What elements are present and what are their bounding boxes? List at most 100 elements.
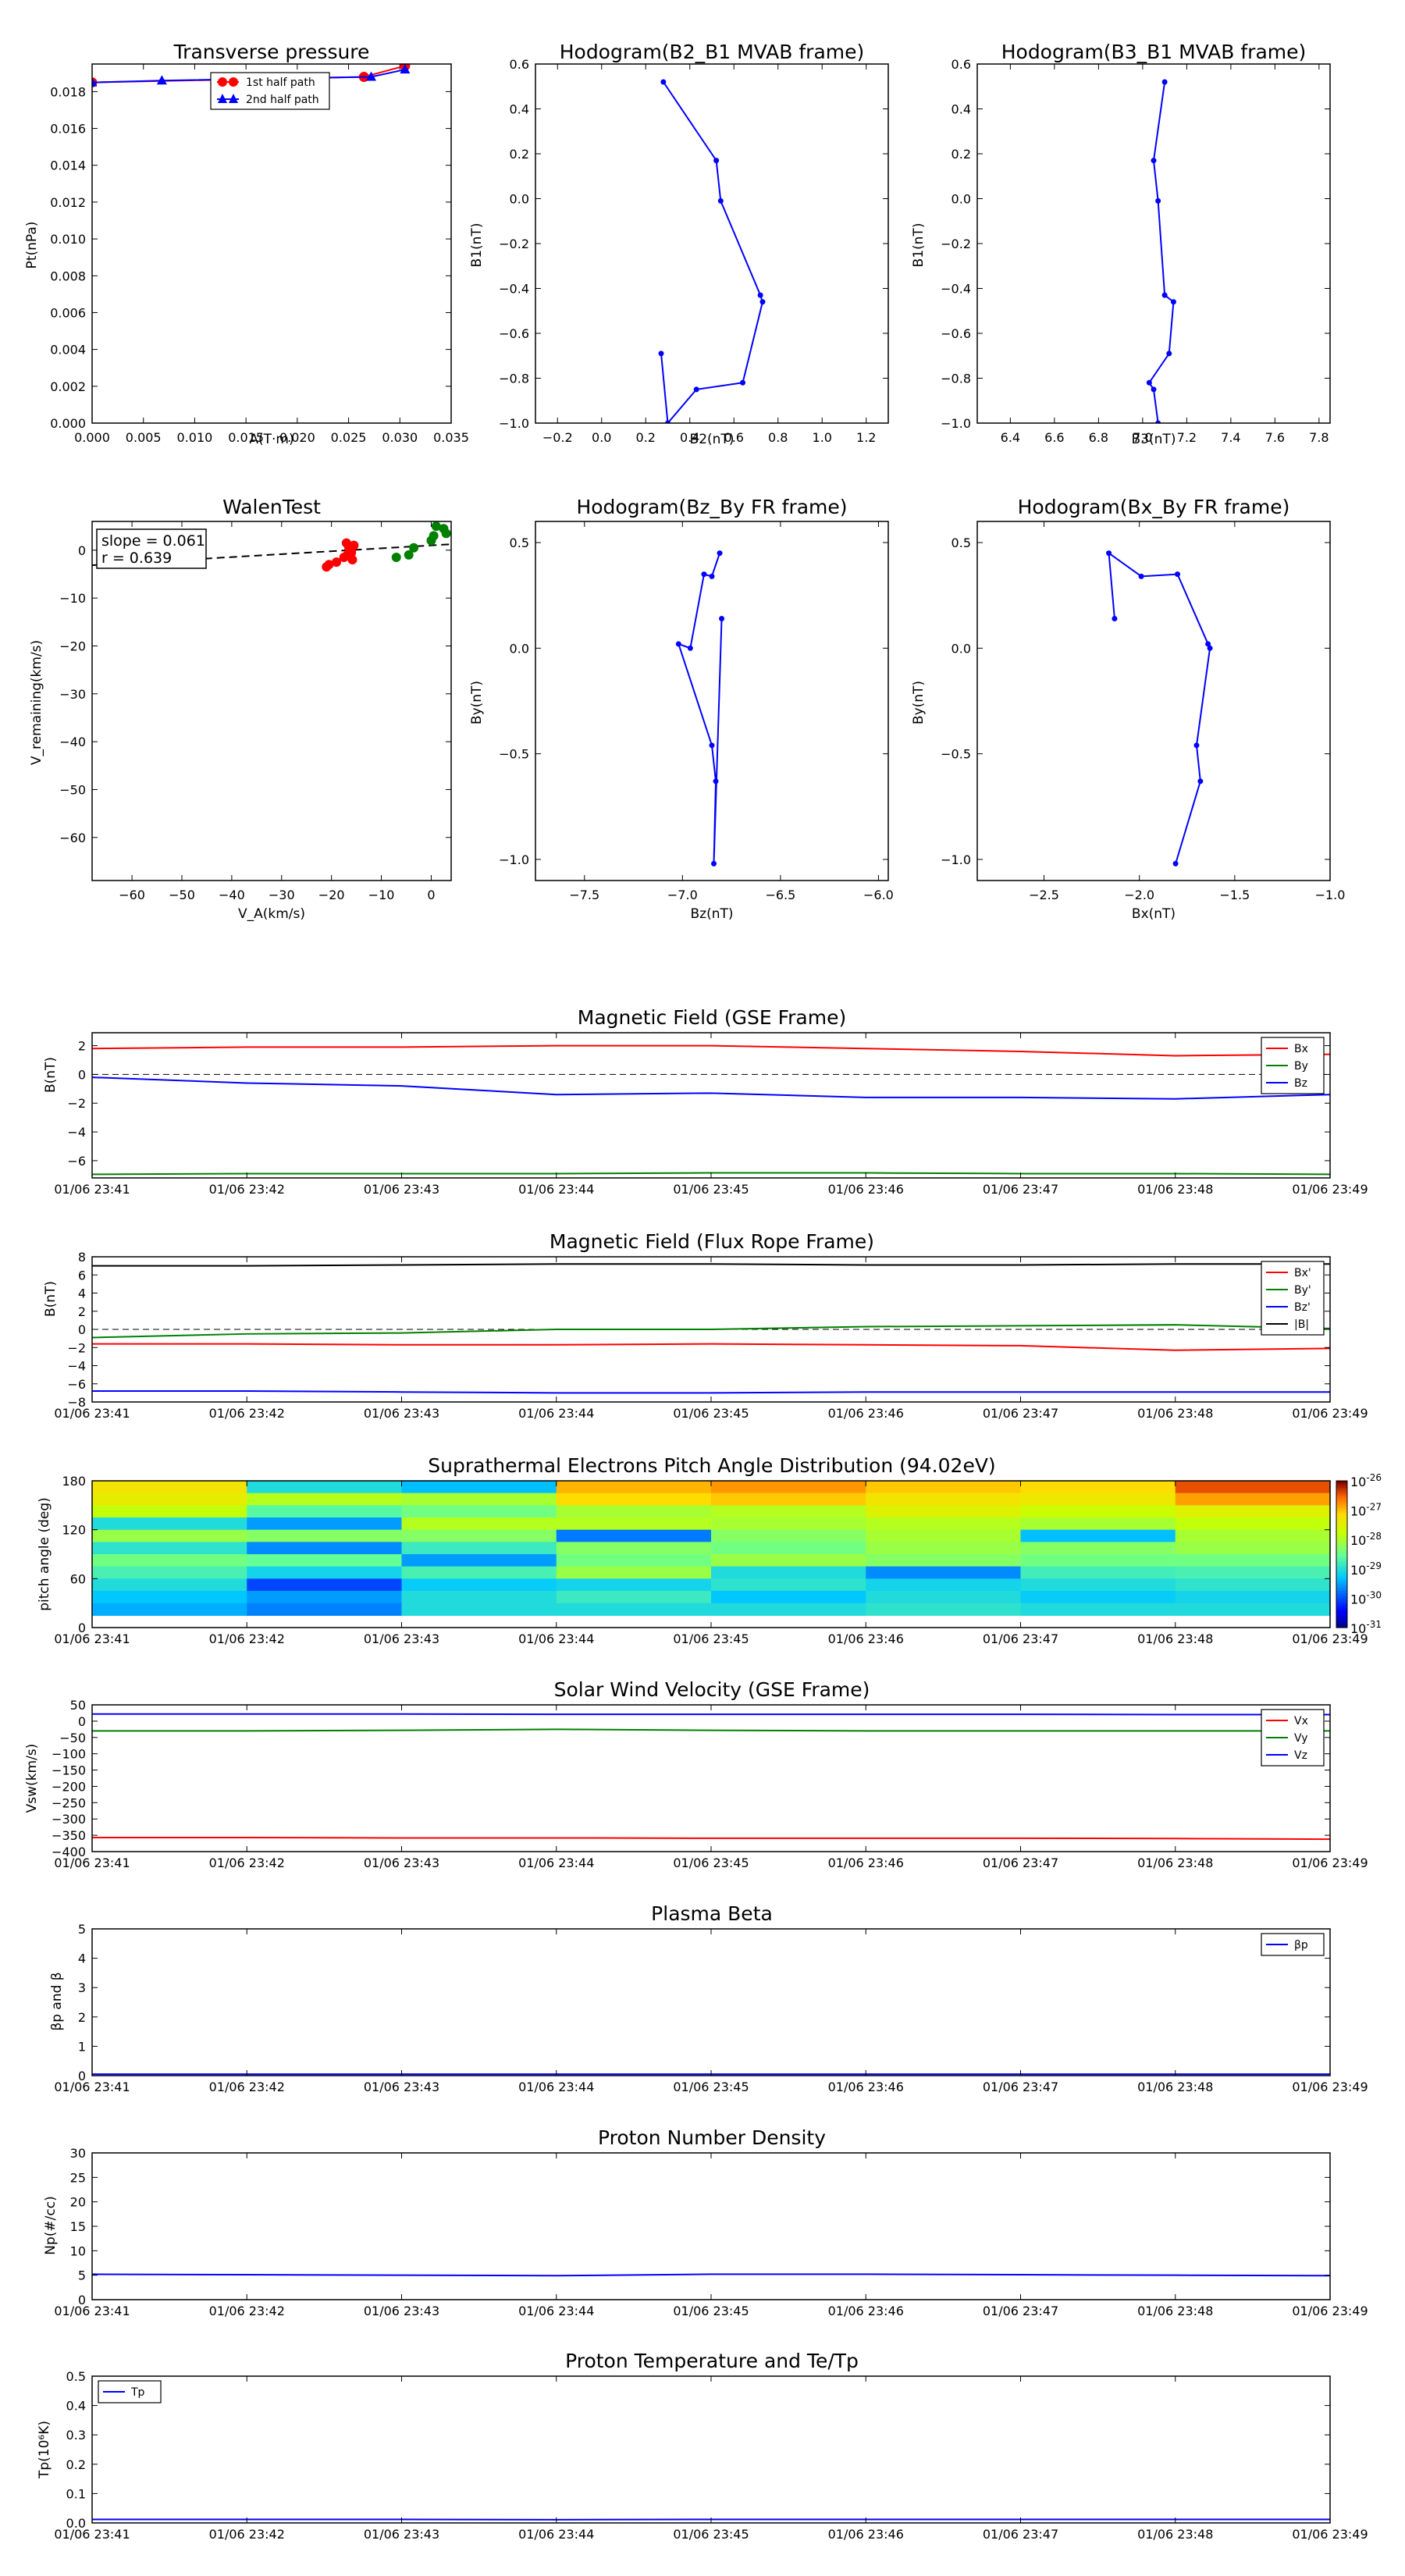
- heatmap-cell: [1020, 1566, 1176, 1579]
- x-tick-label: 01/06 23:46: [828, 2080, 904, 2094]
- y-tick-label: 0.4: [951, 102, 971, 117]
- heatmap-cell: [401, 1566, 557, 1579]
- x-tick-label: 01/06 23:48: [1137, 2304, 1213, 2318]
- heatmap-cell: [556, 1517, 712, 1531]
- y-axis-label: Np(#/cc): [43, 2196, 59, 2254]
- y-tick-label: −40: [59, 735, 86, 749]
- y-axis-label: B1(nT): [469, 223, 485, 268]
- y-axis-label: βp and β: [49, 1972, 65, 2030]
- y-tick-label: 0.4: [66, 2399, 86, 2414]
- series-layer: [92, 521, 451, 572]
- colorbar-frame: [1336, 1480, 1348, 1628]
- y-axis-label: Vsw(km/s): [24, 1744, 40, 1813]
- x-tick-label: 01/06 23:46: [828, 1856, 904, 1870]
- colorbar-segment: [1336, 1520, 1347, 1523]
- legend-label: Vx: [1294, 1715, 1308, 1727]
- series-line: [92, 1390, 1330, 1394]
- colorbar-segment: [1336, 1495, 1347, 1499]
- x-tick-label: −10: [368, 888, 395, 902]
- y-tick-label: 0.5: [510, 535, 529, 550]
- x-tick-label: 01/06 23:41: [54, 1182, 130, 1197]
- data-point: [660, 79, 667, 85]
- y-tick-label: 180: [62, 1474, 86, 1489]
- y-tick-label: −150: [52, 1763, 86, 1778]
- y-tick-label: −200: [52, 1779, 86, 1794]
- heatmap-cell: [866, 1578, 1022, 1592]
- y-tick-label: −50: [59, 1731, 86, 1745]
- plot-frame: [976, 521, 1331, 881]
- x-tick-label: 01/06 23:49: [1292, 1182, 1368, 1197]
- x-tick-label: 01/06 23:45: [673, 1856, 749, 1870]
- x-tick-label: 01/06 23:46: [828, 1631, 904, 1646]
- x-tick-label: 0.035: [433, 430, 469, 445]
- legend-label: Bz: [1294, 1077, 1307, 1090]
- x-tick-label: 1.2: [856, 430, 876, 445]
- y-tick-label: 0.0: [510, 192, 529, 207]
- x-tick-label: 01/06 23:42: [209, 2080, 285, 2094]
- heatmap-cell: [92, 1493, 247, 1506]
- data-point: [1112, 615, 1118, 621]
- heatmap-cell: [1020, 1481, 1176, 1494]
- panel-title: Proton Number Density: [598, 2126, 826, 2149]
- legend-marker: [229, 94, 238, 103]
- heatmap-cell: [866, 1591, 1022, 1604]
- colorbar-segment: [1336, 1615, 1347, 1619]
- x-tick-label: −50: [169, 888, 195, 902]
- data-point: [332, 557, 342, 568]
- colorbar-segment: [1336, 1527, 1347, 1531]
- data-point: [1205, 641, 1211, 647]
- colorbar-tick-exponent: -26: [1366, 1472, 1382, 1483]
- heatmap-cell: [92, 1529, 247, 1542]
- colorbar-segment: [1336, 1500, 1347, 1503]
- heatmap-cell: [401, 1591, 557, 1604]
- data-point: [687, 645, 693, 651]
- heatmap-cell: [401, 1505, 557, 1518]
- x-tick-label: 01/06 23:45: [673, 2304, 749, 2318]
- colorbar-segment: [1336, 1620, 1347, 1624]
- x-tick-label: 01/06 23:41: [54, 2080, 130, 2094]
- panel-title: Magnetic Field (GSE Frame): [578, 1006, 846, 1029]
- y-tick-label: 0.018: [50, 84, 86, 99]
- y-axis-label: By(nT): [469, 681, 485, 724]
- x-tick-label: 0.0: [592, 430, 611, 445]
- heatmap-cell: [401, 1529, 557, 1542]
- y-tick-label: −0.5: [499, 747, 529, 762]
- y-tick-label: 60: [70, 1571, 86, 1586]
- x-tick-label: 01/06 23:42: [209, 2304, 285, 2318]
- plot-area: 6.4 6.6 6.8 7.0 7.2 7.4 7.6 7.8 −1.0 −0.8 −0.6 −0.4…: [941, 57, 1331, 445]
- panel-transverse-pressure: Transverse pressure A(T·m) Pt(nPa) 0.000…: [24, 41, 469, 447]
- data-point: [665, 420, 670, 423]
- colorbar-segment: [1336, 1576, 1347, 1579]
- heatmap-cell: [711, 1493, 866, 1506]
- y-tick-label: −60: [59, 831, 86, 845]
- heatmap-cell: [556, 1591, 712, 1604]
- y-tick-label: 20: [70, 2195, 86, 2210]
- y-tick-label: 5: [78, 2268, 86, 2283]
- plot-area: 0.000 0.005 0.010 0.015 0.020 0.025 0.030 0.035…: [50, 63, 469, 445]
- colorbar-segment: [1336, 1568, 1347, 1572]
- y-tick-label: −0.6: [499, 326, 529, 341]
- heatmap-cell: [1020, 1517, 1176, 1531]
- heatmap-cell: [1175, 1505, 1331, 1518]
- data-point: [1155, 420, 1161, 423]
- data-point: [709, 742, 715, 749]
- legend-label: Vz: [1294, 1749, 1307, 1762]
- heatmap-cell: [866, 1566, 1022, 1579]
- heatmap-cell: [1175, 1603, 1331, 1616]
- x-tick-label: 0.000: [74, 430, 110, 445]
- data-point: [759, 299, 766, 305]
- colorbar-segment: [1336, 1554, 1347, 1557]
- panel-title: WalenTest: [222, 496, 321, 518]
- colorbar-segment: [1336, 1525, 1347, 1528]
- x-tick-label: 01/06 23:42: [209, 1182, 285, 1197]
- x-tick-label: 01/06 23:45: [673, 1406, 749, 1421]
- y-tick-label: 0: [78, 1714, 86, 1729]
- data-point: [1106, 550, 1112, 557]
- y-tick-label: 0.010: [50, 232, 86, 247]
- x-tick-label: 01/06 23:43: [364, 1856, 439, 1870]
- heatmap-cell: [711, 1554, 866, 1567]
- plot-frame: [91, 1704, 1331, 1852]
- colorbar-segment: [1336, 1488, 1347, 1492]
- x-tick-label: 01/06 23:47: [983, 1406, 1058, 1421]
